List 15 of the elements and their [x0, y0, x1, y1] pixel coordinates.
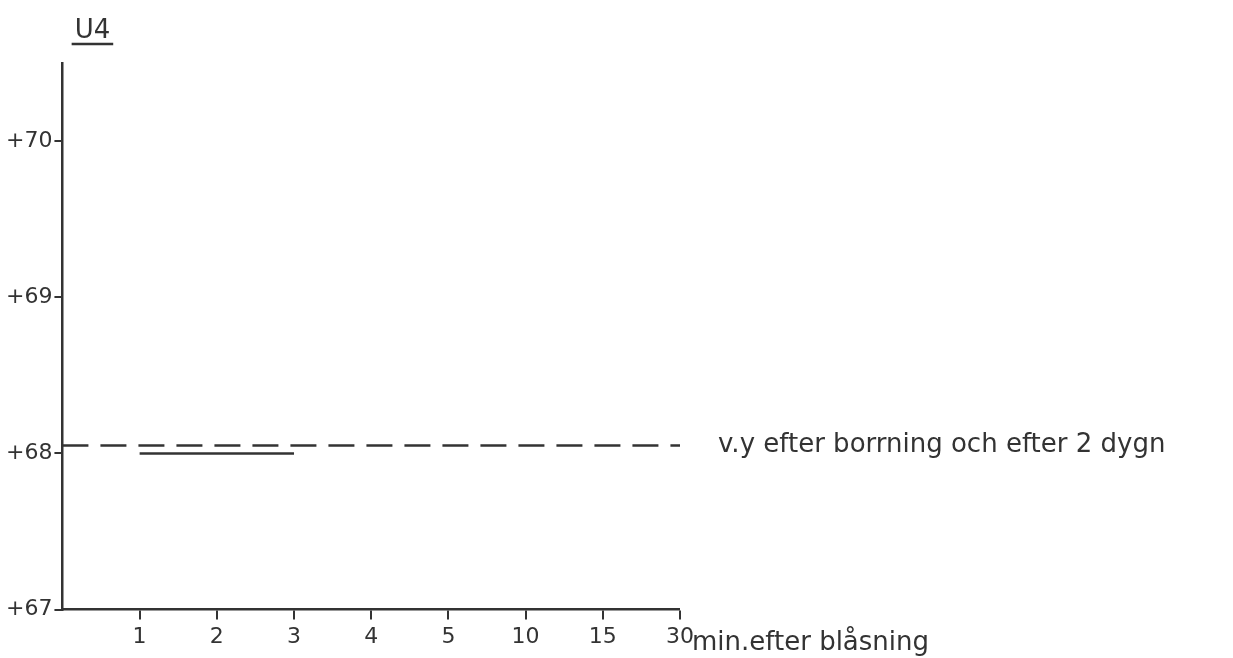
- y-tick-label: +70: [5, 126, 53, 152]
- y-tick-label: +69: [5, 282, 53, 308]
- x-tick-label: 1: [132, 622, 147, 648]
- x-tick-label: 2: [209, 622, 224, 648]
- x-tick-label: 5: [441, 622, 456, 648]
- x-tick-label: 15: [588, 622, 617, 648]
- y-tick-label: +67: [5, 595, 53, 621]
- x-tick-label: 3: [287, 622, 302, 648]
- x-axis-title: min.efter blåsning: [692, 626, 930, 657]
- x-tick-label: 30: [666, 622, 694, 648]
- chart-title: U4: [74, 14, 111, 44]
- y-tick-label: +68: [5, 439, 53, 465]
- x-tick-label: 4: [364, 622, 379, 648]
- x-tick-label: 10: [511, 622, 540, 648]
- ref-line-label: v.y efter borrning och efter 2 dygn: [718, 428, 1166, 459]
